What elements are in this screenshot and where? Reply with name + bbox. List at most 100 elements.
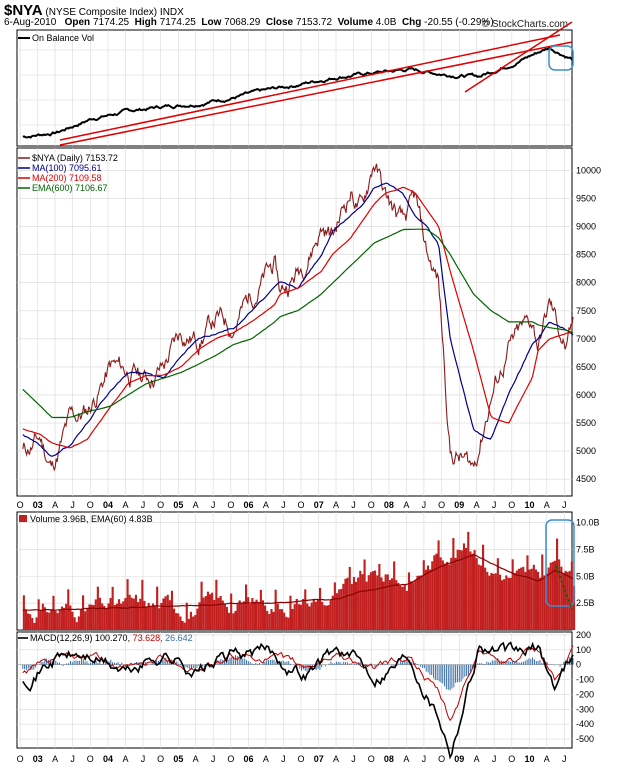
volume-bar-59 bbox=[147, 603, 150, 630]
macd-xtick-25: 09 bbox=[454, 754, 464, 764]
volume-bar-222 bbox=[492, 573, 495, 630]
volume-bar-193 bbox=[431, 561, 434, 630]
volume-bar-103 bbox=[240, 602, 243, 630]
volume-ytick-1: 5.0B bbox=[576, 571, 595, 581]
volume-bar-2 bbox=[27, 613, 30, 630]
volume-bar-184 bbox=[412, 582, 415, 630]
volume-bar-211 bbox=[469, 551, 472, 630]
volume-bar-131 bbox=[300, 604, 303, 630]
volume-bar-218 bbox=[484, 567, 487, 630]
volume-bar-158 bbox=[357, 577, 360, 630]
volume-bar-49 bbox=[126, 579, 129, 630]
volume-bar-141 bbox=[321, 601, 324, 630]
macd-legend-part-0: MACD(12,26,9) bbox=[30, 633, 95, 643]
volume-bar-108 bbox=[251, 598, 254, 630]
volume-bar-208 bbox=[462, 543, 466, 630]
price-xtick-25: 09 bbox=[454, 500, 464, 510]
volume-bar-85 bbox=[202, 597, 205, 630]
volume-bar-240 bbox=[530, 568, 533, 630]
volume-bar-217 bbox=[482, 544, 485, 630]
volume-bar-13 bbox=[50, 609, 53, 630]
high-label: High bbox=[134, 17, 157, 28]
volume-bar-139 bbox=[316, 599, 320, 630]
volume-bar-50 bbox=[128, 594, 131, 630]
volume-bar-43 bbox=[113, 605, 116, 630]
macd-ytick-1: 100 bbox=[576, 645, 591, 655]
macd-legend-label: MACD(12,26,9) 100.270, 73.628, 26.642 bbox=[30, 633, 193, 643]
volume-bar-245 bbox=[541, 554, 544, 630]
price-ytick-10000: 10000 bbox=[576, 165, 601, 175]
macd-legend-part-1: 100.270, bbox=[95, 633, 133, 643]
price-legend-label-1: MA(100) 7095.61 bbox=[32, 163, 102, 173]
price-xtick-14: A bbox=[263, 500, 269, 510]
volume-bar-257 bbox=[566, 571, 569, 630]
volume-bar-255 bbox=[562, 573, 565, 630]
volume-bar-90 bbox=[213, 600, 216, 630]
volume-bar-52 bbox=[132, 598, 135, 630]
price-legend-label-2: MA(200) 7109.58 bbox=[32, 173, 102, 183]
volume-bar-99 bbox=[232, 613, 235, 630]
volume-bar-75 bbox=[181, 621, 184, 630]
volume-bar-63 bbox=[156, 586, 159, 630]
price-xtick-9: 05 bbox=[173, 500, 183, 510]
volume-bar-259 bbox=[570, 561, 573, 630]
macd-xtick-2: A bbox=[52, 754, 58, 764]
volume-bar-150 bbox=[340, 588, 343, 630]
macd-line bbox=[22, 641, 574, 760]
volume-bar-219 bbox=[486, 571, 489, 630]
price-series-3 bbox=[22, 228, 574, 419]
volume-bar-157 bbox=[355, 581, 358, 630]
volume-bar-187 bbox=[418, 575, 421, 630]
volume-bar-260 bbox=[573, 585, 576, 630]
volume-bar-106 bbox=[247, 597, 250, 630]
volume-bar-129 bbox=[295, 598, 298, 630]
price-xtick-18: A bbox=[333, 500, 339, 510]
volume-bar-206 bbox=[458, 550, 461, 630]
volume-bar-121 bbox=[278, 609, 281, 630]
chg-label: Chg bbox=[401, 17, 422, 28]
price-xtick-7: J bbox=[141, 500, 146, 510]
volume-bar-178 bbox=[399, 585, 402, 630]
volume-bar-232 bbox=[513, 573, 516, 630]
volume-bar-109 bbox=[253, 601, 256, 630]
volume-bar-130 bbox=[297, 604, 301, 630]
volume-bar-195 bbox=[435, 553, 438, 630]
volume-bar-65 bbox=[160, 603, 163, 630]
open-value: 7174.25 bbox=[92, 17, 130, 28]
volume-bar-8 bbox=[39, 609, 42, 630]
volume-bar-213 bbox=[473, 550, 476, 630]
volume-bar-95 bbox=[223, 603, 226, 630]
volume-bar-79 bbox=[189, 611, 193, 630]
volume-bar-80 bbox=[192, 616, 195, 630]
volume-bar-244 bbox=[539, 577, 542, 630]
volume-bar-1 bbox=[24, 609, 28, 630]
volume-bar-214 bbox=[475, 558, 478, 630]
obv-trendline-middle bbox=[59, 41, 573, 146]
volume-bar-215 bbox=[477, 564, 480, 630]
price-ytick-6500: 6500 bbox=[576, 362, 596, 372]
volume-bar-101 bbox=[236, 604, 239, 630]
volume-bar-252 bbox=[556, 538, 559, 630]
volume-bar-40 bbox=[107, 603, 110, 630]
volume-bar-182 bbox=[407, 572, 411, 630]
macd-ytick-6: -400 bbox=[576, 719, 594, 729]
volume-bar-248 bbox=[547, 567, 550, 630]
macd-xtick-21: 08 bbox=[384, 754, 394, 764]
volume-bar-229 bbox=[507, 577, 510, 630]
volume-bar-62 bbox=[154, 605, 157, 630]
price-xtick-29: 10 bbox=[524, 500, 534, 510]
volume-bar-205 bbox=[456, 549, 459, 630]
price-xtick-21: 08 bbox=[384, 500, 394, 510]
volume-bar-160 bbox=[361, 574, 364, 630]
volume-bar-216 bbox=[479, 565, 483, 630]
volume-bar-152 bbox=[344, 578, 347, 630]
volume-bar-60 bbox=[149, 605, 152, 630]
price-xtick-31: J bbox=[562, 500, 567, 510]
volume-bar-209 bbox=[465, 548, 468, 630]
volume-bar-46 bbox=[120, 603, 123, 630]
volume-bar-124 bbox=[285, 616, 288, 630]
volume-bar-149 bbox=[338, 589, 341, 630]
price-xtick-8: O bbox=[157, 500, 164, 510]
volume-bar-134 bbox=[306, 603, 309, 630]
volume-bar-161 bbox=[363, 559, 366, 630]
